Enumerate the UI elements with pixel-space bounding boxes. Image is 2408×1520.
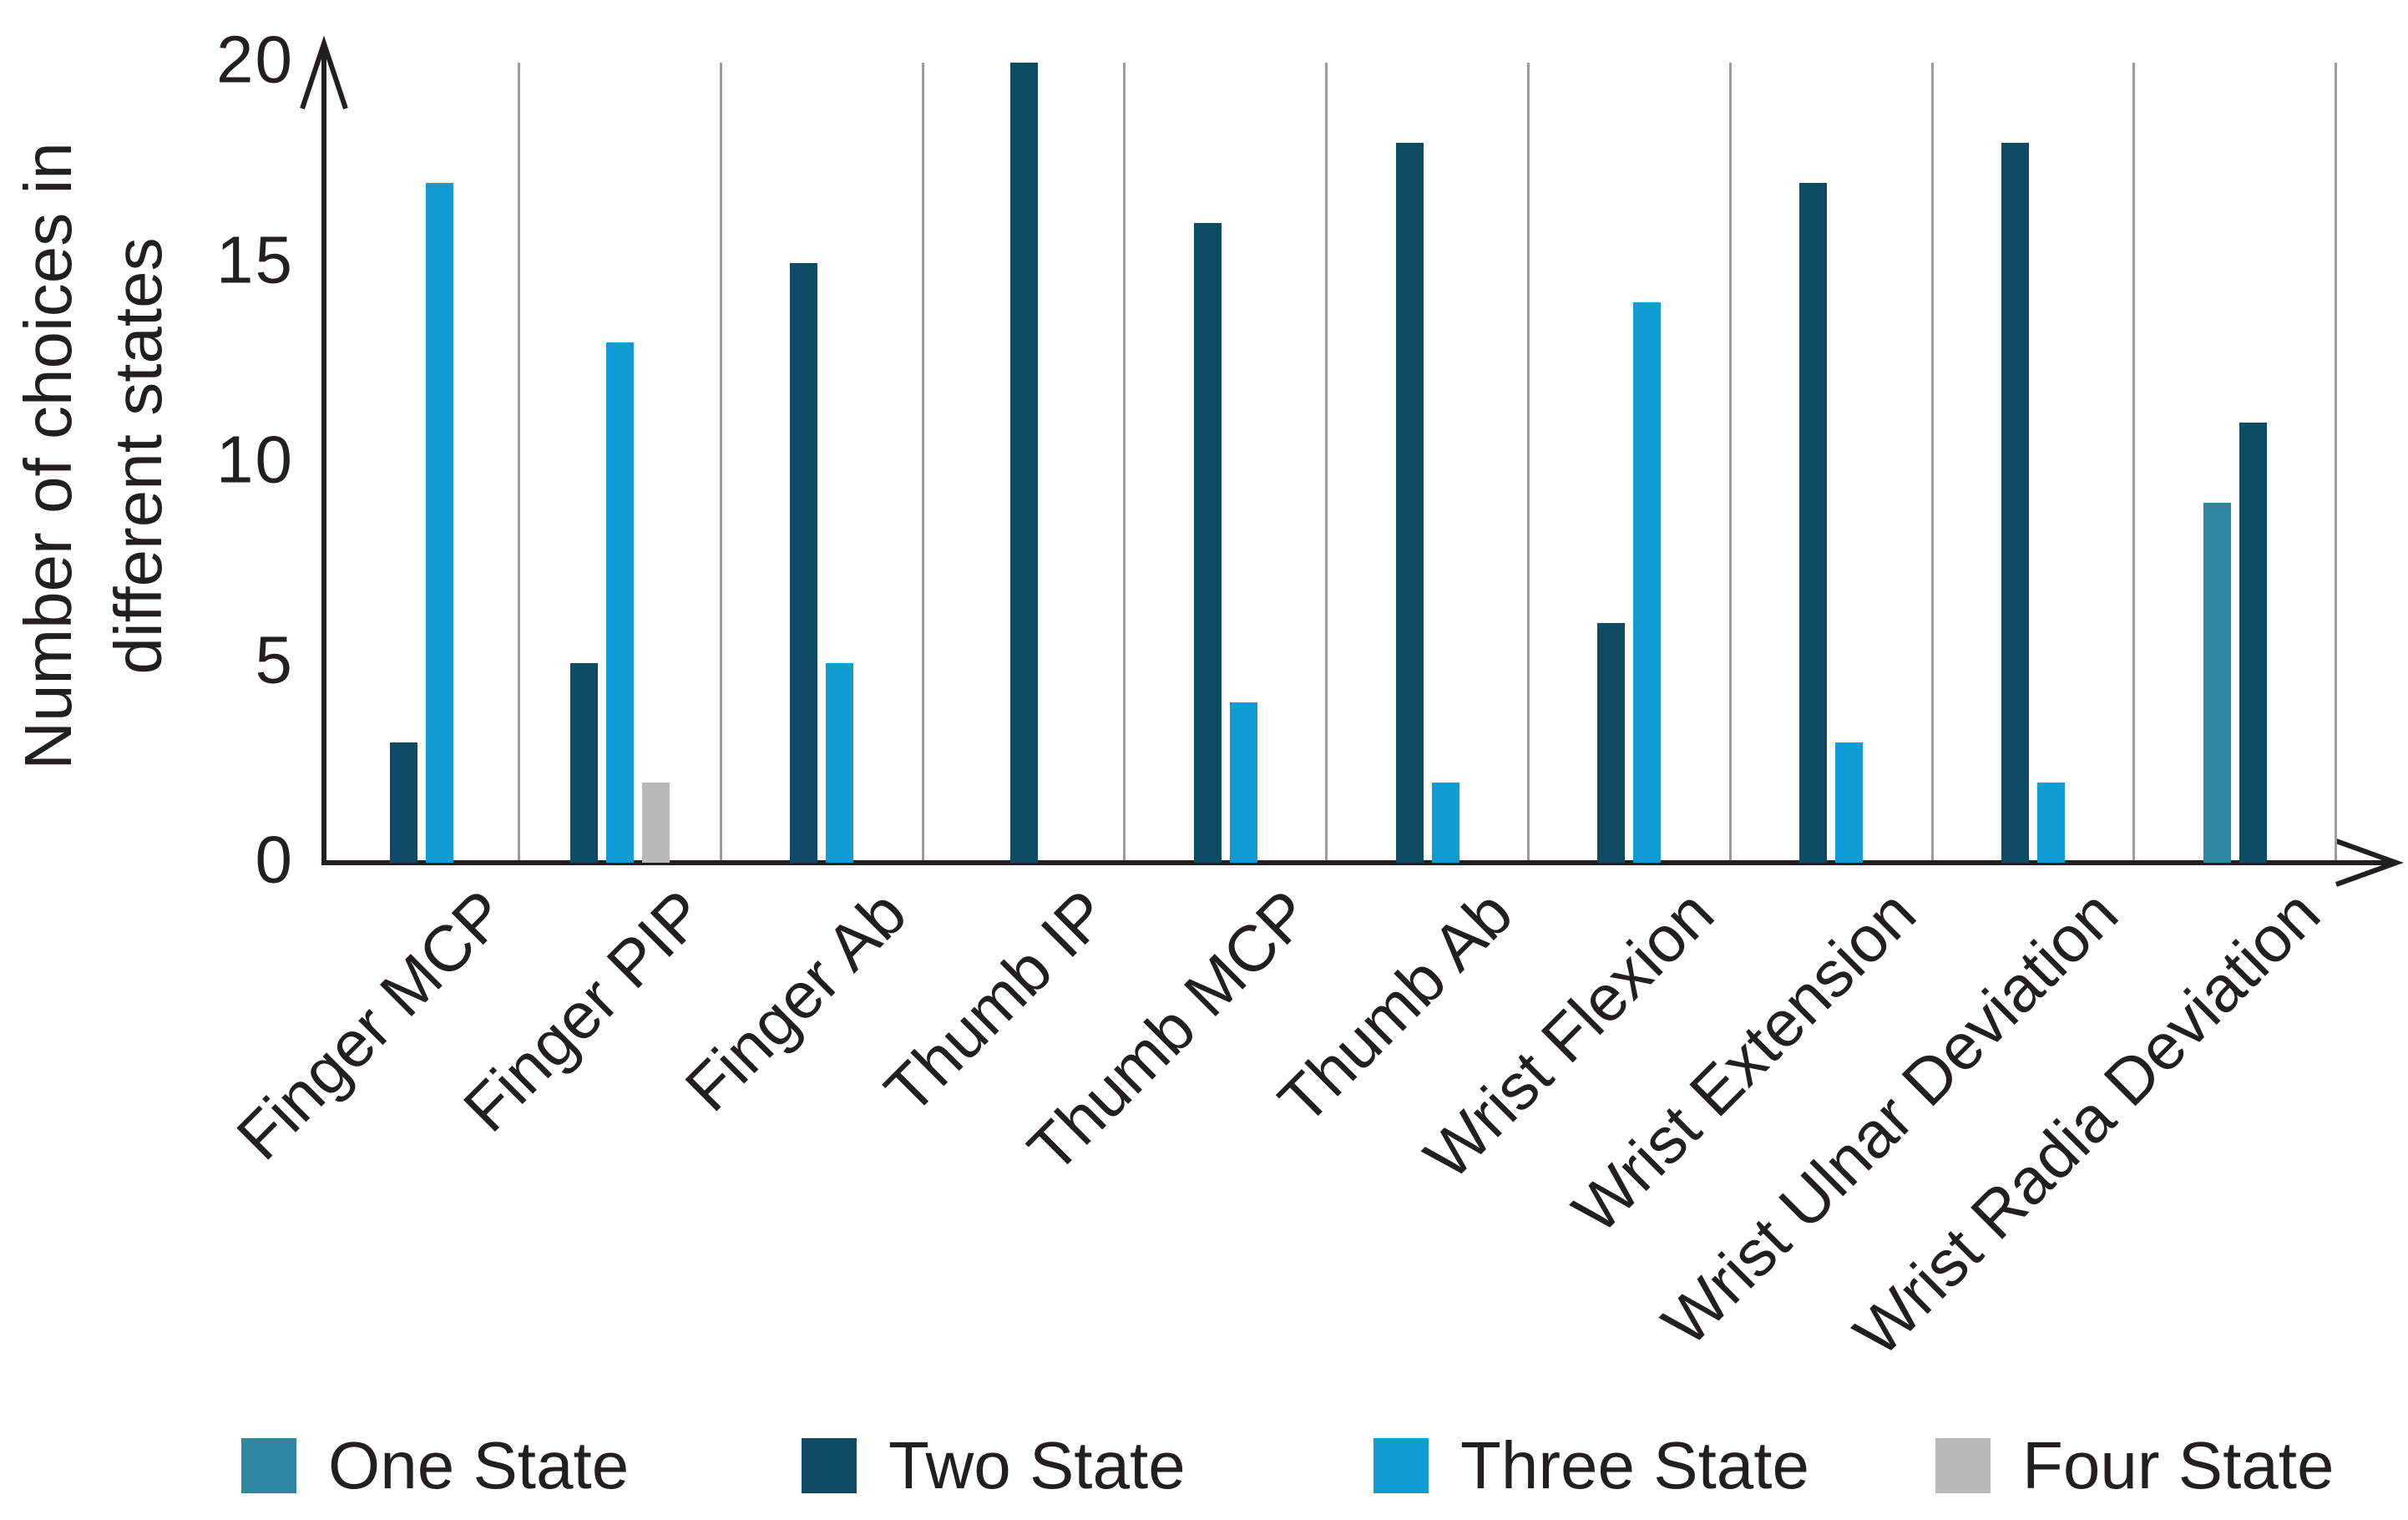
bar-two-state [570,662,599,863]
y-axis-title-line2: different states [101,237,175,675]
gridline [1527,63,1530,860]
legend-item-one-state: One State [241,1428,629,1502]
gridline [1123,63,1126,860]
bar-two-state [2001,142,2029,863]
legend-label: Three State [1460,1428,1810,1502]
bar-three-state [826,662,854,863]
y-axis-arrowhead [300,35,348,109]
bar-three-state [2036,783,2065,863]
gridline [1325,63,1328,860]
bar-three-state [1835,742,1864,863]
legend-swatch [1373,1438,1429,1493]
bar-two-state [1799,182,1828,863]
gridline [2335,63,2338,860]
bar-two-state [1395,142,1424,863]
bar-three-state [1229,702,1257,863]
legend-label: One State [328,1428,630,1502]
legend-item-two-state: Two State [802,1428,1186,1502]
gridline [719,63,722,860]
bar-two-state [1597,622,1626,863]
y-tick-label: 5 [255,621,294,697]
bar-two-state [2239,423,2267,863]
gridline [1930,63,1934,860]
y-axis-title: Number of choices in different states [3,142,184,769]
bar-one-state [2203,502,2231,863]
legend-swatch [241,1438,296,1493]
legend-item-three-state: Three State [1373,1428,1809,1502]
bar-two-state [389,742,417,863]
bar-three-state [425,182,453,863]
y-tick-label: 10 [216,422,294,497]
y-axis-title-line1: Number of choices in [11,142,85,770]
bar-three-state [1431,783,1459,863]
bar-two-state [790,262,818,863]
gridline [1728,63,1732,860]
bar-three-state [1633,302,1662,863]
bar-two-state [1193,222,1222,863]
bar-two-state [1009,63,1038,863]
legend-label: Four State [2022,1428,2335,1502]
gridline [518,63,521,860]
legend-label: Two State [888,1428,1186,1502]
bar-three-state [606,342,635,863]
legend-swatch [1935,1438,1991,1493]
y-tick-label: 20 [216,22,294,97]
x-axis-arrowhead [2335,839,2404,887]
bar-four-state [642,783,670,863]
legend-item-four-state: Four State [1935,1428,2335,1502]
y-tick-label: 0 [255,822,294,897]
gridline [921,63,924,860]
legend-swatch [802,1438,857,1493]
y-tick-label: 15 [216,221,294,296]
gridline [2132,63,2136,860]
